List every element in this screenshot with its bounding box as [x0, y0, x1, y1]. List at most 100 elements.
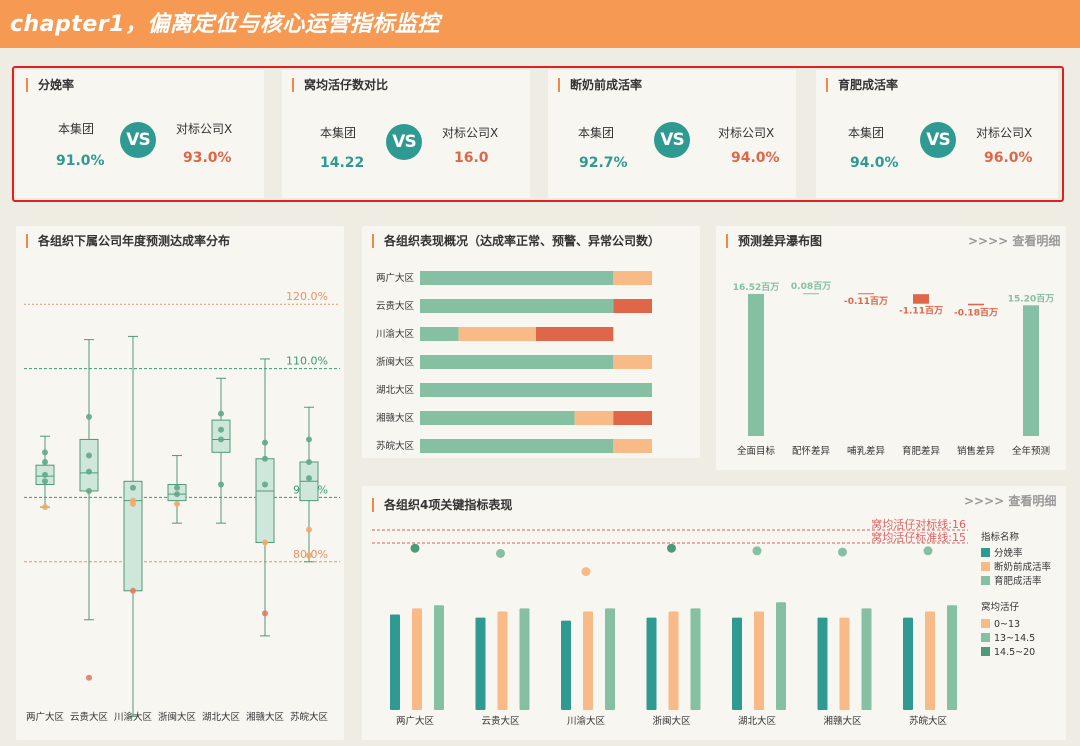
bar	[434, 605, 444, 710]
data-point	[218, 410, 224, 417]
x-tick-label: 云贵大区	[481, 715, 520, 727]
data-point	[174, 484, 180, 491]
data-point	[86, 452, 92, 459]
category-label: 浙闽大区	[376, 356, 415, 368]
waterfall-title: 预测差异瀑布图	[726, 234, 822, 248]
data-point	[130, 484, 136, 491]
kpi-right-value: 96.0%	[984, 150, 1033, 166]
legend-label: 14.5~20	[994, 647, 1035, 658]
bar	[903, 617, 913, 710]
bar	[776, 602, 786, 710]
data-point	[86, 674, 92, 681]
x-tick-label: 湘赣大区	[823, 715, 862, 727]
legend-label: 13~14.5	[994, 633, 1035, 644]
kpi-left-value: 14.22	[320, 155, 365, 171]
kpi-left-label: 本集团	[320, 126, 357, 140]
category-label: 云贵大区	[376, 300, 415, 312]
data-point	[262, 539, 268, 546]
legend-label: 分娩率	[994, 547, 1023, 559]
status-card: 各组织表现概况（达成率正常、预警、异常公司数） 两广大区 云贵大区 川渝大区 浙闽大区…	[362, 226, 700, 458]
waterfall-bar	[968, 303, 984, 306]
kpi-highlight-frame	[12, 66, 1064, 202]
x-tick-label: 湘赣大区	[246, 711, 285, 723]
legend-label: 0~13	[994, 619, 1020, 630]
kpi-card-farrowing: 分娩率 本集团 91.0% VS 对标公司X 93.0%	[16, 70, 264, 198]
litter-point	[667, 543, 676, 553]
stacked-bar-segment	[420, 271, 614, 285]
category-label: 苏皖大区	[376, 440, 415, 452]
stacked-bar-segment	[613, 355, 652, 369]
reference-line-label: 窝均活仔标准线:15	[871, 530, 966, 544]
bar	[519, 608, 530, 710]
box	[211, 419, 231, 453]
x-tick-label: 两广大区	[26, 711, 65, 723]
data-point	[174, 491, 180, 498]
x-tick-label: 苏皖大区	[290, 711, 329, 723]
x-tick-label: 云贵大区	[70, 711, 109, 723]
stacked-bar-segment	[613, 411, 652, 425]
stacked-bar-segment	[420, 439, 614, 453]
data-label: -1.11百万	[899, 306, 943, 317]
x-tick-label: 全年预测	[1012, 445, 1050, 457]
page-title: chapter1，偏离定位与核心运营指标监控	[10, 12, 440, 37]
bar	[475, 617, 486, 710]
data-point	[306, 436, 312, 443]
x-tick-label: 配怀差异	[792, 445, 831, 457]
x-tick-label: 湖北大区	[738, 715, 777, 727]
category-label: 湘赣大区	[376, 412, 415, 424]
kpi-left-label: 本集团	[848, 126, 885, 140]
kpi-right-label: 对标公司X	[176, 122, 233, 136]
data-point	[262, 610, 268, 617]
kpi-card-fattening: 育肥成活率 本集团 94.0% VS 对标公司X 96.0%	[816, 70, 1058, 198]
kpi-title: 育肥成活率	[826, 78, 898, 92]
x-tick-label: 川渝大区	[114, 711, 153, 723]
data-point	[130, 587, 136, 594]
kpi-left-value: 94.0%	[850, 155, 899, 171]
x-tick-label: 浙闽大区	[652, 715, 691, 727]
litter-point	[496, 548, 505, 558]
stacked-bar-segment	[613, 439, 652, 453]
kpi-right-value: 16.0	[454, 150, 489, 166]
data-point	[86, 413, 92, 420]
data-label: -0.18百万	[954, 307, 998, 318]
data-point	[306, 458, 312, 465]
x-tick-label: 两广大区	[396, 715, 435, 727]
kpi-left-value: 92.7%	[579, 155, 628, 171]
data-point	[42, 478, 48, 485]
boxplot-chart: 120.0%110.0%90.0%80.0%两广大区云贵大区川渝大区浙闽大区湖北…	[24, 290, 340, 723]
legend-swatch	[981, 619, 990, 628]
kpi-right-value: 94.0%	[731, 150, 780, 166]
kpi-right-label: 对标公司X	[976, 126, 1033, 140]
category-label: 川渝大区	[376, 328, 415, 340]
bar	[817, 617, 828, 710]
litter-point	[410, 543, 420, 553]
legend-swatch	[981, 633, 990, 642]
data-point	[86, 487, 92, 494]
litter-point	[752, 546, 762, 556]
kpi-left-label: 本集团	[58, 122, 95, 136]
bar	[839, 617, 850, 710]
view-details-link[interactable]: >>>> 查看明细	[964, 494, 1057, 508]
data-point	[262, 439, 268, 446]
x-tick-label: 浙闽大区	[158, 711, 197, 723]
kpi-card-preweaning: 断奶前成活率 本集团 92.7% VS 对标公司X 94.0%	[548, 70, 796, 198]
data-point	[306, 552, 312, 559]
x-tick-label: 湖北大区	[202, 711, 241, 723]
bar	[605, 608, 615, 710]
legend-label: 育肥成活率	[994, 575, 1042, 587]
data-point	[262, 481, 268, 488]
stacked-bar-segment	[420, 355, 614, 369]
data-point	[42, 471, 48, 478]
legend-swatch	[981, 562, 990, 571]
box	[79, 438, 99, 492]
view-details-link[interactable]: >>>> 查看明细	[968, 234, 1061, 248]
x-tick-label: 全面目标	[737, 445, 776, 457]
kpi-title: 断奶前成活率	[558, 78, 642, 92]
vs-badge: VS	[386, 124, 422, 160]
x-tick-label: 哺乳差异	[847, 445, 886, 457]
stacked-bar-segment	[420, 411, 575, 425]
category-label: 两广大区	[376, 272, 415, 284]
legend-label: 断奶前成活率	[994, 561, 1052, 573]
data-point	[42, 449, 48, 456]
